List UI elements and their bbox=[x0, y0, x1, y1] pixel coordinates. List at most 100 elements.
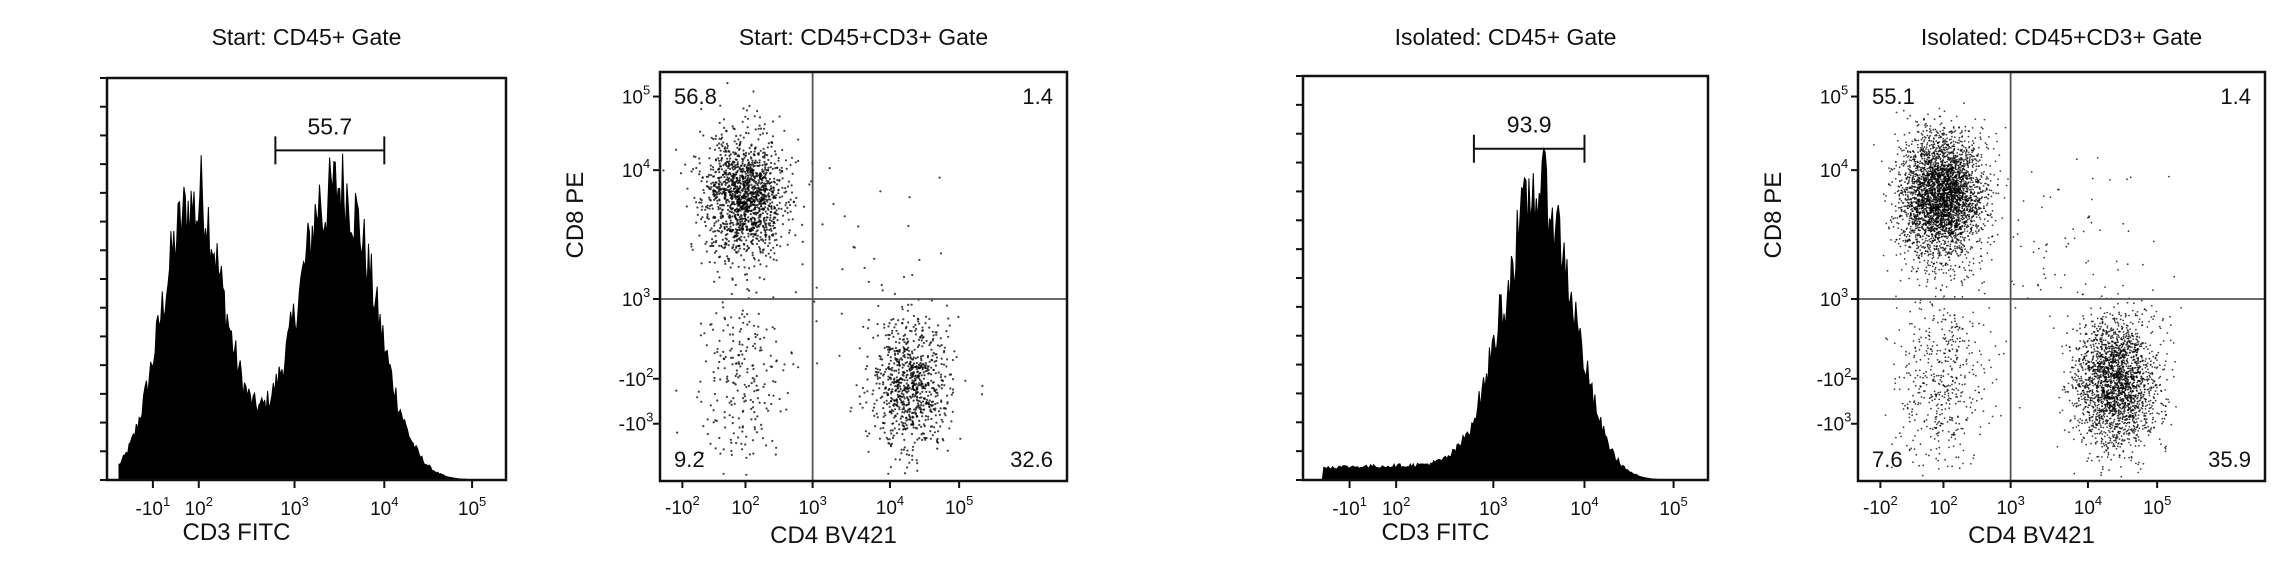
scatter-point bbox=[1949, 161, 1952, 163]
scatter-point bbox=[712, 175, 715, 178]
scatter-point bbox=[717, 208, 720, 211]
scatter-point bbox=[752, 345, 755, 348]
scatter-point bbox=[724, 223, 727, 226]
scatter-point bbox=[891, 332, 894, 335]
scatter-point bbox=[1930, 162, 1932, 165]
scatter-point bbox=[920, 404, 923, 407]
scatter-point bbox=[717, 367, 720, 370]
scatter-point bbox=[746, 198, 750, 201]
scatter-point bbox=[903, 397, 906, 400]
scatter-point bbox=[787, 201, 790, 204]
scatter-point bbox=[762, 127, 766, 130]
scatter-point bbox=[943, 384, 946, 387]
scatter-point bbox=[948, 427, 951, 430]
scatter-point bbox=[934, 414, 937, 417]
scatter-point bbox=[719, 215, 722, 218]
scatter-point bbox=[1922, 170, 1925, 173]
scatter-point bbox=[736, 176, 739, 179]
scatter-point bbox=[713, 352, 716, 355]
scatter-point bbox=[750, 227, 753, 230]
scatter-point bbox=[724, 183, 727, 186]
scatter-point bbox=[744, 399, 747, 402]
scatter-point bbox=[729, 349, 732, 352]
scatter-point bbox=[876, 416, 879, 419]
scatter-point bbox=[746, 225, 749, 228]
scatter-point bbox=[1992, 191, 1995, 194]
scatter-point bbox=[754, 204, 758, 207]
scatter-point bbox=[774, 232, 778, 235]
scatter-point bbox=[919, 408, 922, 411]
scatter-point bbox=[751, 192, 755, 195]
scatter-point bbox=[754, 147, 757, 150]
scatter-point bbox=[911, 445, 915, 448]
scatter-point bbox=[926, 365, 930, 368]
scatter-point bbox=[752, 90, 755, 93]
scatter-point bbox=[779, 245, 782, 248]
scatter-point bbox=[742, 258, 746, 261]
scatter-point bbox=[1942, 272, 1945, 274]
scatter-point bbox=[919, 410, 923, 413]
scatter-point bbox=[773, 252, 776, 255]
scatter-point bbox=[698, 157, 701, 160]
scatter-point bbox=[930, 299, 933, 302]
scatter-point bbox=[757, 186, 760, 189]
scatter-point bbox=[783, 191, 786, 194]
scatter-point bbox=[692, 168, 695, 171]
scatter-point bbox=[790, 351, 793, 354]
scatter-point bbox=[927, 403, 931, 406]
scatter-point bbox=[780, 235, 783, 238]
scatter-point bbox=[905, 453, 908, 456]
scatter-point bbox=[751, 203, 754, 206]
scatter-point bbox=[1928, 144, 1931, 147]
scatter-point bbox=[772, 189, 775, 192]
scatter-point bbox=[894, 358, 897, 361]
scatter-point bbox=[722, 472, 725, 475]
scatter-point bbox=[1943, 155, 1946, 158]
scatter-point bbox=[1965, 221, 1968, 224]
scatter-point bbox=[779, 410, 782, 413]
scatter-point bbox=[907, 384, 910, 387]
scatter-point bbox=[1940, 243, 1943, 245]
scatter-point bbox=[1929, 264, 1931, 267]
scatter-point bbox=[713, 148, 717, 151]
scatter-point bbox=[758, 181, 761, 184]
scatter-point bbox=[896, 387, 899, 390]
scatter-point bbox=[935, 359, 938, 362]
scatter-point bbox=[879, 355, 882, 358]
scatter-point bbox=[1986, 202, 1989, 205]
scatter-point bbox=[1982, 173, 1985, 176]
scatter-point bbox=[730, 198, 734, 201]
scatter-point bbox=[887, 472, 890, 475]
scatter-point bbox=[911, 458, 914, 461]
scatter-point bbox=[765, 195, 768, 198]
scatter-point bbox=[929, 408, 932, 411]
scatter-point bbox=[906, 337, 909, 340]
scatter-point bbox=[1961, 216, 1964, 219]
scatter-point bbox=[690, 242, 693, 246]
scatter-point bbox=[883, 326, 886, 329]
scatter-point bbox=[1946, 237, 1948, 240]
scatter-point bbox=[761, 168, 764, 171]
scatter-point bbox=[741, 410, 744, 413]
scatter-point bbox=[789, 198, 792, 201]
scatter-point bbox=[930, 358, 933, 362]
scatter-point bbox=[932, 368, 935, 371]
scatter-point bbox=[767, 244, 770, 247]
scatter-point bbox=[906, 449, 909, 452]
scatter-point bbox=[761, 437, 765, 440]
scatter-point bbox=[940, 362, 943, 366]
scatter-point bbox=[918, 419, 921, 422]
x-tick-label: 103 bbox=[280, 494, 308, 520]
scatter-point bbox=[759, 127, 763, 130]
scatter-point bbox=[691, 248, 694, 251]
scatter-point bbox=[903, 411, 906, 414]
scatter-point bbox=[1947, 163, 1950, 165]
scatter-point bbox=[922, 377, 926, 380]
scatter-point bbox=[700, 180, 703, 183]
scatter-point bbox=[752, 198, 755, 201]
panel-title: Isolated: CD45+ Gate bbox=[1395, 24, 1617, 50]
scatter-point bbox=[777, 207, 780, 210]
scatter-point bbox=[933, 360, 936, 363]
scatter-point bbox=[1979, 159, 1981, 162]
scatter-point bbox=[779, 171, 782, 174]
